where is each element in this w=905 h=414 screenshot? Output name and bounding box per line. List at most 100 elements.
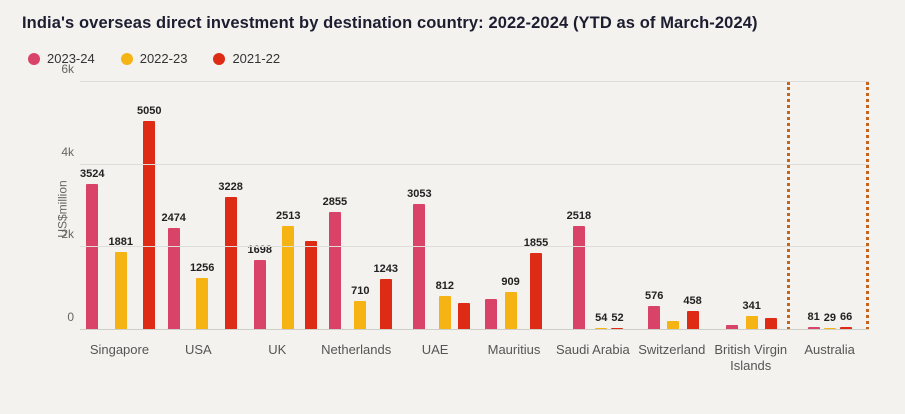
bar-2022-23 <box>196 278 209 330</box>
bar-cell <box>726 309 739 330</box>
bar-2021-22 <box>764 317 777 330</box>
bar-2022-23 <box>354 300 367 330</box>
bar-group: 3053 812 <box>399 82 477 330</box>
bar-group: 2518 54 52 <box>556 82 634 330</box>
legend-label: 2021-22 <box>232 51 281 66</box>
bar-value-label: 3053 <box>407 187 432 200</box>
bar-cell: 1256 <box>190 262 214 330</box>
plot-area: 3524 1881 5050 2474 1256 3228 1698 2513 2855 710 1… <box>61 62 869 330</box>
bar-2023-24 <box>86 184 99 330</box>
gridline <box>80 246 869 248</box>
bar-value-label: 458 <box>683 295 702 308</box>
bar-2023-24 <box>253 259 266 330</box>
bar-cell: 710 <box>351 285 369 330</box>
y-tick-label: 6k <box>61 62 74 76</box>
bar-cell: 54 <box>595 312 607 330</box>
bar-group: 2855 710 1243 <box>321 82 399 330</box>
bar-group: 3524 1881 5050 <box>80 82 161 330</box>
highlight-divider-right <box>865 82 869 330</box>
bar-2021-22 <box>143 121 156 330</box>
bar-cell: 576 <box>645 290 663 330</box>
bar-group: 1698 2513 <box>243 82 321 330</box>
bar-2022-23 <box>745 315 758 330</box>
bar-2021-22 <box>224 196 237 330</box>
bar-2023-24 <box>328 212 341 330</box>
bar-2021-22 <box>840 327 853 330</box>
bar-cell <box>667 305 680 330</box>
bar-2022-23 <box>595 327 608 330</box>
bar-2022-23 <box>667 320 680 330</box>
bar-2022-23 <box>504 292 517 330</box>
bar-value-label: 66 <box>840 311 853 324</box>
bar-cell: 2513 <box>276 210 301 330</box>
bar-cell: 3228 <box>218 180 243 330</box>
x-axis-label: British Virgin Islands <box>714 342 788 374</box>
highlight-divider-left <box>786 82 790 330</box>
bar-cell: 341 <box>742 300 761 330</box>
bar-2021-22 <box>379 278 392 330</box>
bar-2023-24 <box>726 324 739 330</box>
bar-2022-23 <box>114 252 127 330</box>
bar-cell: 2855 <box>323 196 347 330</box>
gridline <box>80 163 869 165</box>
chart-area: US$million 3524 1881 5050 2474 1256 3228 1698 2… <box>56 62 869 375</box>
bar-value-label: 812 <box>435 280 454 293</box>
bar-value-label: 1881 <box>108 236 133 249</box>
y-tick-label: 0 <box>67 310 74 324</box>
x-axis-label: UAE <box>421 342 449 357</box>
legend-item-2023-24[interactable]: 2023-24 <box>28 51 95 66</box>
bar-cell <box>485 283 498 330</box>
bar-cell: 2518 <box>567 210 591 330</box>
bar-cell <box>457 287 470 330</box>
bar-value-label: 52 <box>611 311 624 324</box>
bar-2023-24 <box>648 306 661 330</box>
gridline <box>80 81 869 82</box>
bar-value-label: 2855 <box>322 196 348 208</box>
bar-value-label: 3228 <box>218 180 243 193</box>
bar-group: 909 1855 <box>478 82 556 330</box>
x-axis-label: Singapore <box>89 342 150 357</box>
bar-cell: 3524 <box>80 168 104 330</box>
bar-cell <box>304 225 317 330</box>
bar-value-label: 1243 <box>373 262 398 275</box>
bar-group: 2474 1256 3228 <box>161 82 243 330</box>
chart-title: India's overseas direct investment by de… <box>22 14 758 32</box>
bar-cell: 5050 <box>137 105 161 330</box>
legend-dot-icon <box>28 52 40 65</box>
y-tick-label: 4k <box>61 144 74 159</box>
bar-groups: 3524 1881 5050 2474 1256 3228 1698 2513 2855 710 1… <box>80 82 869 330</box>
bar-cell: 812 <box>436 280 454 330</box>
bar-2023-24 <box>572 225 585 330</box>
bar-cell: 29 <box>824 312 836 330</box>
bar-cell: 1698 <box>248 244 272 330</box>
x-axis-label: Australia <box>804 342 855 357</box>
bar-group: 576 458 <box>634 82 712 330</box>
bar-2021-22 <box>611 327 624 330</box>
x-axis-label: UK <box>268 342 287 357</box>
bar-2023-24 <box>485 298 498 330</box>
bar-value-label: 1256 <box>189 262 215 275</box>
bar-cell: 2474 <box>161 212 186 330</box>
bar-cell: 66 <box>840 311 852 330</box>
legend-item-2021-22[interactable]: 2021-22 <box>213 51 280 66</box>
bar-cell: 1855 <box>524 237 548 330</box>
bar-2022-23 <box>438 296 451 330</box>
bar-2023-24 <box>167 227 180 330</box>
x-axis-label: Saudi Arabia <box>556 342 630 357</box>
bar-group: 341 <box>713 82 791 330</box>
bar-value-label: 29 <box>823 312 837 324</box>
bar-value-label: 710 <box>351 284 370 297</box>
legend-label: 2022-23 <box>139 51 188 66</box>
bar-cell: 1881 <box>108 236 133 330</box>
legend-item-2022-23[interactable]: 2022-23 <box>120 51 188 66</box>
x-axis-label: USA <box>184 342 212 357</box>
legend-dot-icon <box>120 52 133 65</box>
bar-value-label: 81 <box>807 310 820 323</box>
bar-cell <box>764 302 777 330</box>
bar-cell: 81 <box>808 311 820 330</box>
legend: 2023-24 2022-23 2021-22 <box>28 51 885 66</box>
bar-cell: 52 <box>611 311 624 330</box>
legend-dot-icon <box>213 52 226 65</box>
bar-2022-23 <box>282 226 295 330</box>
